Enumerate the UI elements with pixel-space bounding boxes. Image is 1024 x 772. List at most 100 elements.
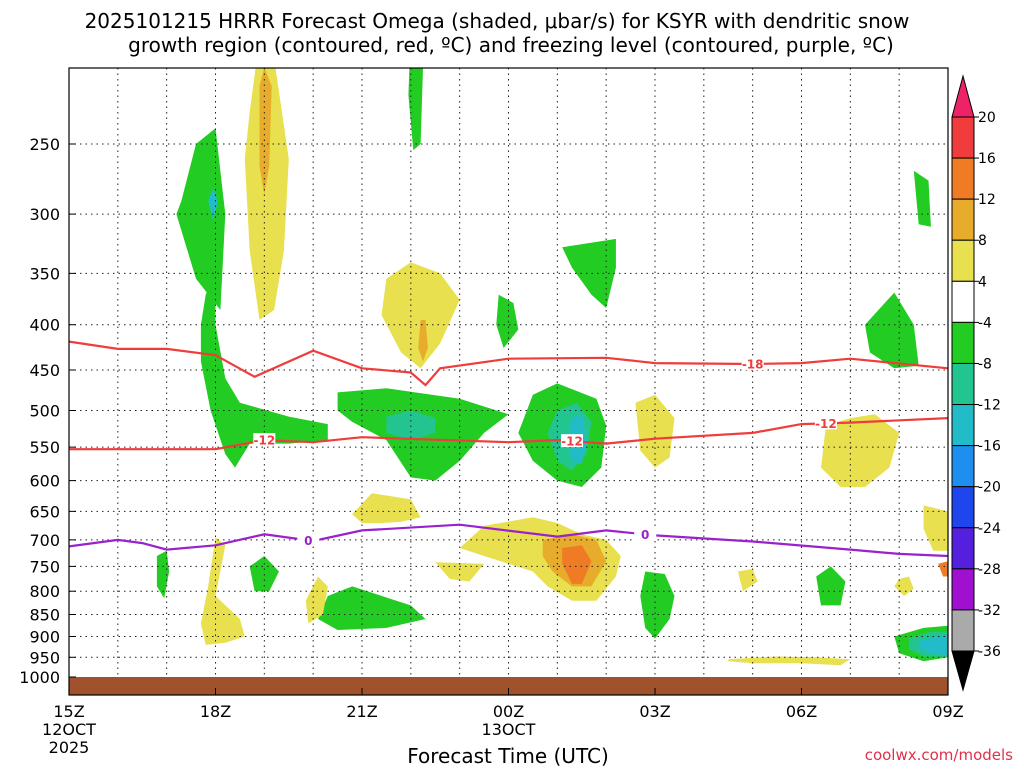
contour-label-1-1: -12	[561, 435, 583, 449]
ytick-label-250: 250	[29, 135, 60, 154]
omega-region-4	[259, 68, 272, 195]
omega-region-5	[408, 68, 423, 151]
colorbar-bin-10	[951, 527, 975, 570]
omega-region-24	[200, 537, 245, 645]
omega-region-22	[318, 586, 426, 630]
xtick-label-0: 15Z	[53, 702, 84, 721]
omega-region-11	[386, 410, 436, 441]
y-axis-ticks: 250 300 350 400 450 500 550 600 650 700 750 800 850 9…	[19, 135, 76, 687]
site-credit: coolwx.com/models	[865, 746, 1013, 764]
omega-region-35	[728, 656, 851, 666]
ytick-label-300: 300	[29, 205, 60, 224]
ytick-label-950: 950	[29, 648, 60, 667]
omega-region-3	[244, 68, 289, 320]
omega-region-16	[352, 493, 421, 523]
xtick-year-0: 2025	[49, 738, 90, 757]
colorbar-label-9: -20	[978, 480, 1001, 496]
colorbar-bin-2	[951, 198, 975, 241]
colorbar-label-1: 16	[978, 151, 996, 167]
omega-region-34	[865, 292, 919, 369]
omega-region-19	[562, 545, 592, 584]
omega-region-20	[435, 562, 485, 582]
contour-label-bg-1-1	[560, 434, 583, 448]
xtick-label-12: 03Z	[639, 702, 670, 721]
colorbar-label-8: -16	[978, 439, 1001, 455]
omega-region-27	[816, 566, 846, 606]
contour-label-bg-1-0	[253, 433, 276, 447]
omega-region-25	[249, 556, 279, 592]
colorbar-label-12: -32	[978, 603, 1001, 619]
omega-region-32	[938, 561, 948, 577]
contour-label-2-0: 0	[304, 534, 312, 548]
ytick-label-650: 650	[29, 502, 60, 521]
colorbar-bin-5	[951, 321, 975, 364]
omega-region-30	[821, 414, 900, 487]
colorbar-bin-1	[951, 157, 975, 200]
colorbar-label-0: 20	[978, 110, 996, 126]
ytick-label-600: 600	[29, 472, 60, 491]
omega-region-2	[200, 273, 328, 468]
x-axis-label: Forecast Time (UTC)	[407, 744, 609, 768]
contour-label-bg-2-0	[297, 533, 320, 547]
colorbar-label-2: 12	[978, 192, 996, 208]
contour-label-bg-1-2	[814, 416, 837, 430]
ytick-label-700: 700	[29, 531, 60, 550]
xtick-label-9: 00Z	[493, 702, 524, 721]
colorbar-bin-7	[951, 404, 975, 447]
grid-lines	[69, 68, 948, 677]
colorbar-label-7: -12	[978, 398, 1001, 414]
colorbar-bin-8	[951, 445, 975, 488]
xtick-label-18: 09Z	[932, 702, 963, 721]
omega-region-23	[156, 550, 170, 599]
ytick-label-800: 800	[29, 582, 60, 601]
chart-title-line2: growth region (contoured, red, ºC) and f…	[128, 33, 894, 57]
omega-region-38	[918, 635, 948, 656]
contour-label-1-0: -12	[253, 434, 275, 448]
chart-title-line1: 2025101215 HRRR Forecast Omega (shaded, …	[85, 9, 910, 33]
colorbar-label-3: 8	[978, 233, 987, 249]
ytick-label-550: 550	[29, 438, 60, 457]
colorbar-bin-6	[951, 362, 975, 406]
omega-region-31	[923, 505, 948, 551]
ground-surface-bar	[69, 677, 948, 695]
ytick-label-400: 400	[29, 316, 60, 335]
xtick-date-9: 13OCT	[482, 720, 536, 739]
colorbar-bin-11	[951, 568, 975, 611]
xtick-label-3: 18Z	[200, 702, 231, 721]
ytick-label-500: 500	[29, 402, 60, 421]
colorbar-label-13: -36	[978, 644, 1001, 660]
omega-shaded-regions	[156, 68, 948, 666]
ytick-label-750: 750	[29, 557, 60, 576]
omega-region-9	[562, 238, 616, 308]
omega-region-26	[305, 576, 328, 624]
xtick-label-6: 21Z	[346, 702, 377, 721]
colorbar-bin-0	[951, 116, 975, 159]
ytick-label-450: 450	[29, 361, 60, 380]
contour-label-bg-2-1	[634, 527, 657, 541]
colorbar-bin-4	[951, 280, 975, 323]
colorbar-label-5: -4	[978, 315, 992, 331]
omega-region-0	[176, 128, 226, 310]
contour-label-0-0: -18	[742, 357, 764, 371]
omega-region-6	[381, 262, 460, 369]
contour-2	[69, 523, 948, 558]
colorbar-label-11: -28	[978, 562, 1001, 578]
ytick-label-850: 850	[29, 606, 60, 625]
xtick-label-15: 06Z	[786, 702, 817, 721]
ytick-label-1000: 1000	[19, 668, 60, 687]
colorbar-label-6: -8	[978, 356, 992, 372]
colorbar-bin-12	[951, 609, 975, 652]
colorbar: 20 16 12 8 4 -4 -8 -12 -16 -20 -24 -28 -32 -36	[951, 74, 1001, 692]
contour-label-2-1: 0	[641, 528, 649, 542]
colorbar-label-10: -24	[978, 521, 1001, 537]
omega-region-7	[418, 319, 428, 362]
ytick-label-350: 350	[29, 264, 60, 283]
omega-region-21	[640, 571, 675, 639]
xtick-date-0: 12OCT	[42, 720, 96, 739]
colorbar-label-4: 4	[978, 274, 987, 290]
contour-label-bg-0-0	[741, 356, 764, 370]
contour-0	[69, 340, 948, 387]
contour-labels: -18 -12 -12 -12 0 0	[253, 356, 837, 548]
